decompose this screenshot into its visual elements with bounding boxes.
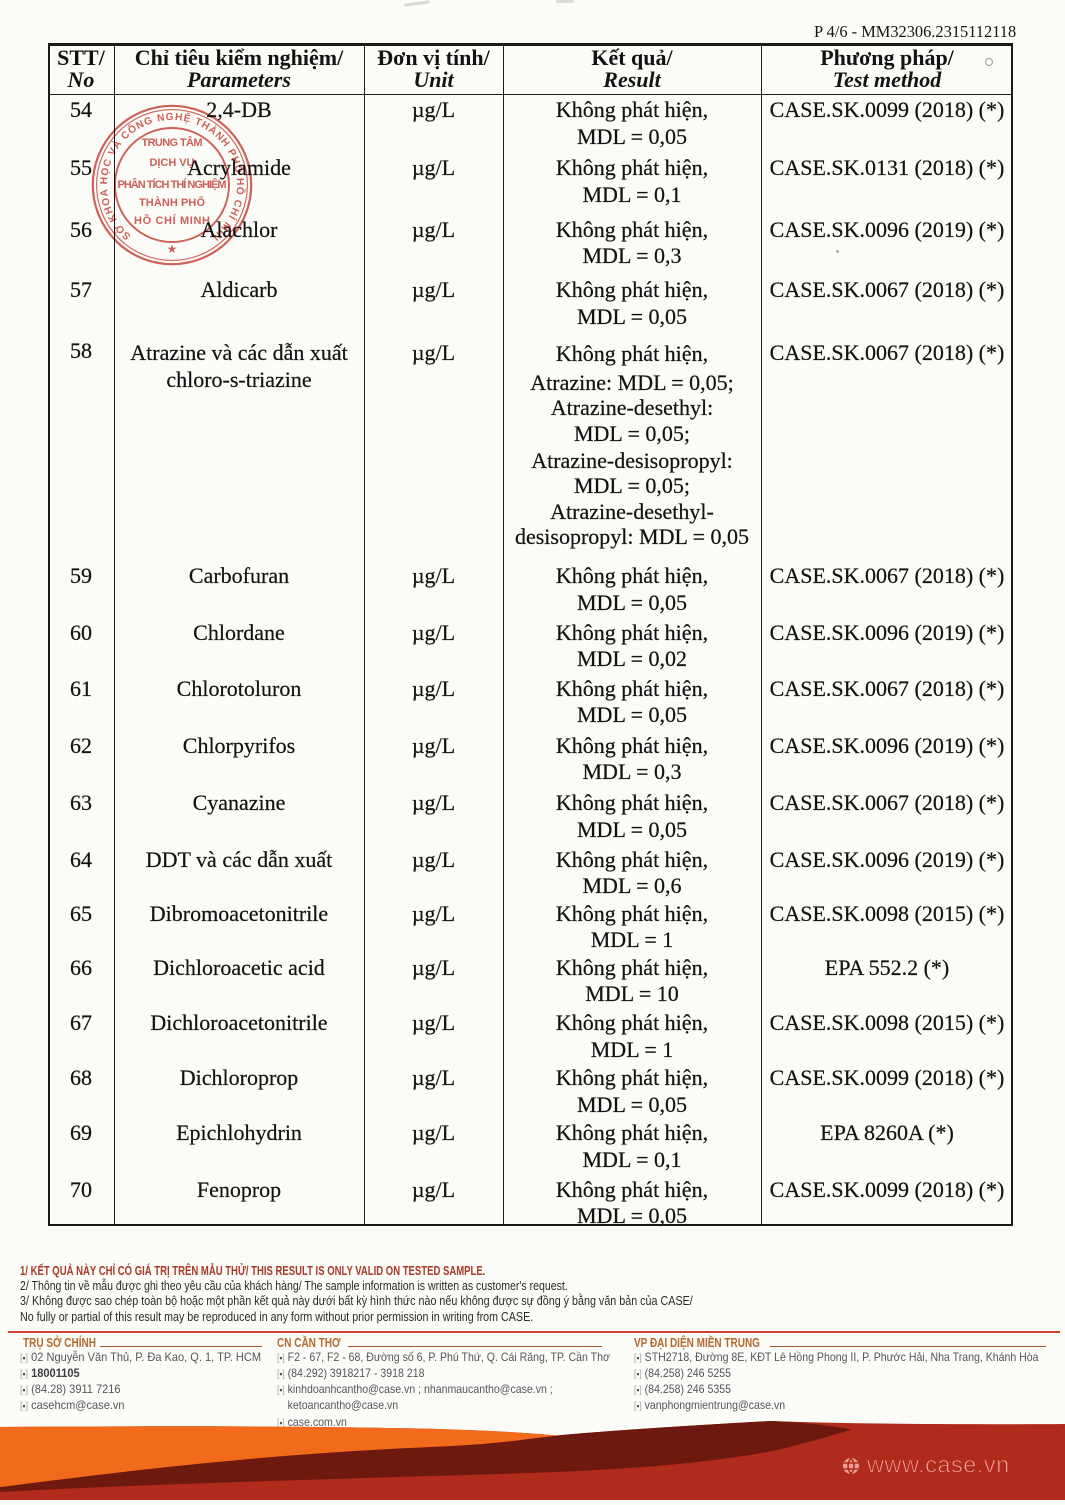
svg-text:TRUNG TÂM: TRUNG TÂM — [142, 136, 203, 149]
svg-text:www.case.vn: www.case.vn — [866, 1452, 1010, 1478]
svg-text:HỒ CHÍ MINH: HỒ CHÍ MINH — [134, 214, 210, 227]
svg-text:DỊCH VỤ: DỊCH VỤ — [150, 157, 195, 169]
svg-text:THÀNH PHỐ: THÀNH PHỐ — [139, 195, 205, 209]
svg-text:★: ★ — [167, 242, 178, 256]
svg-text:PHÂN TÍCH THÍ NGHIỆM: PHÂN TÍCH THÍ NGHIỆM — [118, 178, 227, 191]
